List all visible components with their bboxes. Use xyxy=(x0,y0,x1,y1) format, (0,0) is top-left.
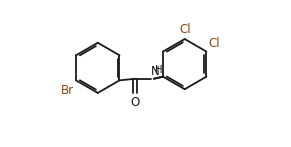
Text: N: N xyxy=(151,65,160,78)
Text: O: O xyxy=(130,96,139,109)
Text: Cl: Cl xyxy=(179,23,191,36)
Text: Br: Br xyxy=(61,84,74,97)
Text: Cl: Cl xyxy=(209,37,221,50)
Text: H: H xyxy=(155,65,162,75)
